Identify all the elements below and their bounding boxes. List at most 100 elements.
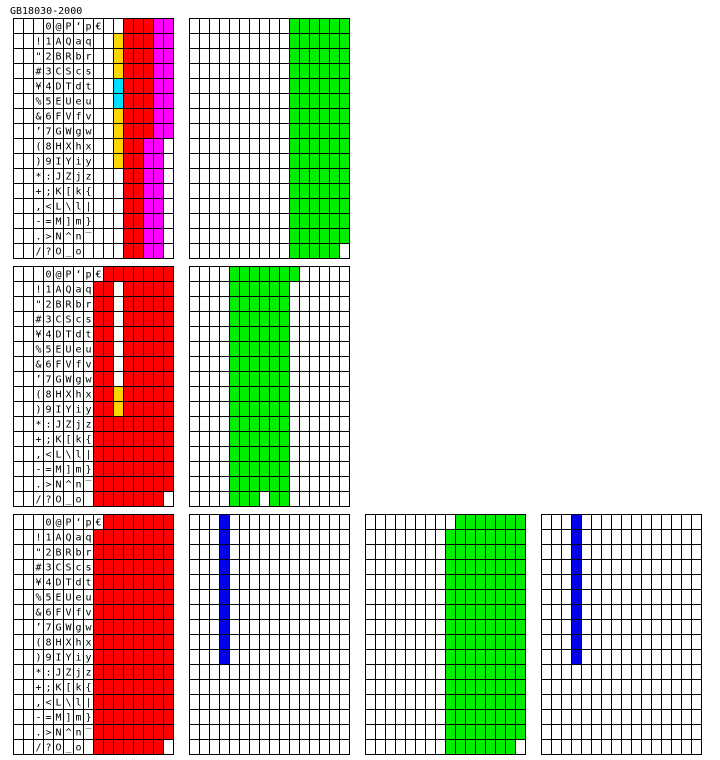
char: | bbox=[85, 202, 91, 213]
char: : bbox=[45, 420, 51, 431]
char: U bbox=[65, 593, 71, 604]
char: z bbox=[85, 172, 91, 183]
char: S bbox=[65, 563, 71, 574]
cell bbox=[395, 589, 406, 605]
cell bbox=[153, 341, 164, 357]
cell bbox=[601, 544, 612, 560]
cell bbox=[541, 604, 552, 620]
cell bbox=[13, 544, 24, 560]
cell bbox=[123, 33, 134, 49]
cell bbox=[309, 341, 320, 357]
cell bbox=[153, 529, 164, 545]
cell bbox=[103, 33, 114, 49]
cell bbox=[515, 619, 526, 635]
cell bbox=[329, 664, 340, 680]
cell bbox=[515, 649, 526, 665]
cell bbox=[189, 138, 200, 154]
cell bbox=[209, 281, 220, 297]
cell bbox=[319, 371, 330, 387]
cell bbox=[199, 649, 210, 665]
cell bbox=[199, 514, 210, 530]
cell bbox=[229, 724, 240, 740]
cell bbox=[405, 649, 416, 665]
cell bbox=[103, 544, 114, 560]
cell bbox=[571, 544, 582, 560]
cell bbox=[309, 266, 320, 282]
cell bbox=[23, 679, 34, 695]
cell bbox=[219, 281, 230, 297]
cell bbox=[561, 619, 572, 635]
char: { bbox=[85, 187, 91, 198]
cell bbox=[189, 446, 200, 462]
cell bbox=[13, 183, 24, 199]
cell bbox=[199, 739, 210, 755]
cell bbox=[113, 48, 124, 64]
cell bbox=[269, 694, 280, 710]
char: C bbox=[55, 67, 61, 78]
cell bbox=[485, 649, 496, 665]
cell bbox=[329, 709, 340, 725]
cell bbox=[541, 589, 552, 605]
cell bbox=[681, 619, 692, 635]
cell bbox=[133, 108, 144, 124]
cell bbox=[199, 311, 210, 327]
char: T bbox=[65, 578, 71, 589]
char: V bbox=[65, 608, 71, 619]
cell bbox=[13, 589, 24, 605]
cell bbox=[299, 634, 310, 650]
char: z bbox=[85, 668, 91, 679]
cell bbox=[23, 371, 34, 387]
char: e bbox=[75, 97, 81, 108]
cell bbox=[113, 371, 124, 387]
cell bbox=[289, 446, 300, 462]
cell bbox=[229, 386, 240, 402]
cell bbox=[93, 78, 104, 94]
cell bbox=[189, 724, 200, 740]
cell bbox=[289, 679, 300, 695]
cell bbox=[163, 559, 174, 575]
cell bbox=[143, 311, 154, 327]
char: @ bbox=[55, 518, 61, 529]
cell bbox=[319, 198, 330, 214]
cell bbox=[93, 168, 104, 184]
cell bbox=[189, 311, 200, 327]
cell bbox=[229, 529, 240, 545]
cell bbox=[329, 326, 340, 342]
char: " bbox=[35, 548, 41, 559]
cell bbox=[339, 198, 350, 214]
cell bbox=[339, 213, 350, 229]
cell bbox=[465, 634, 476, 650]
char: ) bbox=[35, 405, 41, 416]
cell bbox=[395, 514, 406, 530]
char: _ bbox=[65, 247, 72, 258]
char: z bbox=[85, 420, 91, 431]
cell bbox=[219, 311, 230, 327]
cell bbox=[309, 476, 320, 492]
cell bbox=[123, 266, 134, 282]
char: u bbox=[85, 97, 91, 108]
cell bbox=[299, 93, 310, 109]
cell bbox=[123, 709, 134, 725]
cell bbox=[591, 604, 602, 620]
cell bbox=[229, 281, 240, 297]
cell bbox=[143, 93, 154, 109]
char: m bbox=[75, 465, 81, 476]
cell bbox=[269, 78, 280, 94]
cell bbox=[133, 243, 144, 259]
cell bbox=[153, 371, 164, 387]
cell bbox=[475, 574, 486, 590]
cell bbox=[601, 529, 612, 545]
cell bbox=[485, 619, 496, 635]
cell bbox=[239, 93, 250, 109]
cell bbox=[153, 198, 164, 214]
cell bbox=[385, 694, 396, 710]
cell bbox=[661, 619, 672, 635]
cell bbox=[113, 679, 124, 695]
cell bbox=[289, 356, 300, 372]
cell bbox=[329, 243, 340, 259]
cell bbox=[681, 724, 692, 740]
char: € bbox=[95, 518, 101, 529]
cell bbox=[279, 604, 290, 620]
cell bbox=[219, 33, 230, 49]
cell bbox=[103, 431, 114, 447]
